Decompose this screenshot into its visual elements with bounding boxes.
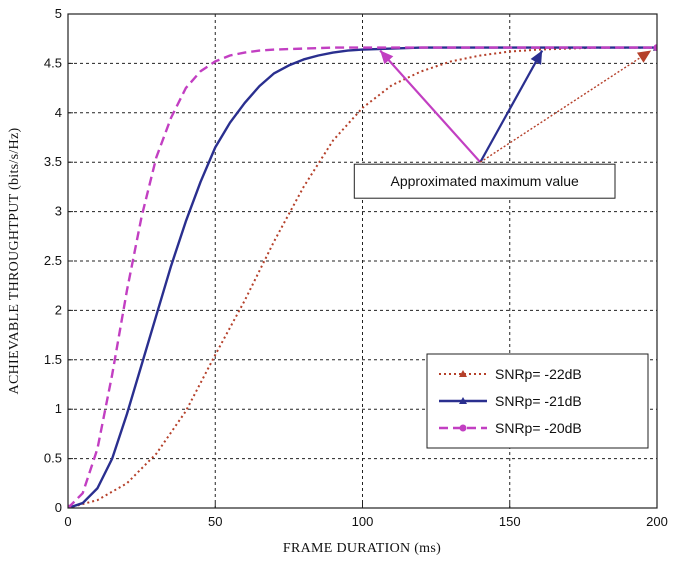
y-tick-label: 2.5 (44, 253, 62, 268)
legend-entry: SNRp= -21dB (439, 393, 582, 409)
annotation-arrow-head (380, 50, 394, 65)
y-tick-label: 2 (55, 302, 62, 317)
legend-marker (459, 397, 467, 404)
y-tick-label: 4.5 (44, 55, 62, 70)
x-axis-ticks: 0 50 100 150 200 (64, 503, 668, 529)
annotation-arrow-head (530, 50, 543, 65)
series-marker (653, 44, 657, 52)
legend-entry: SNRp= -22dB (439, 366, 582, 382)
series-marker (68, 504, 72, 508)
x-tick-label: 0 (64, 514, 71, 529)
grid-lines (68, 14, 657, 508)
annotation-arrow-line (479, 50, 544, 163)
y-tick-label: 5 (55, 6, 62, 21)
series-line (68, 46, 657, 508)
y-tick-label: 4 (55, 105, 62, 120)
annotation-arrow (479, 49, 652, 163)
annotation-arrow (479, 50, 544, 163)
annotation-arrow-line (379, 49, 482, 163)
y-tick-label: 1.5 (44, 352, 62, 367)
y-axis-ticks: 0 0.5 1 1.5 2 2.5 3 3.5 4 4.5 5 (44, 6, 73, 515)
legend-marker (459, 424, 467, 432)
y-tick-label: 0.5 (44, 451, 62, 466)
x-tick-label: 200 (646, 514, 668, 529)
legend-entry: SNRp= -20dB (439, 420, 582, 436)
series-line (68, 46, 657, 508)
legend-label: SNRp= -22dB (495, 366, 582, 382)
x-tick-label: 100 (352, 514, 374, 529)
legend-marker (459, 370, 467, 377)
y-tick-label: 1 (55, 401, 62, 416)
annotation-layer: Approximated maximum value (353, 49, 652, 199)
annotation-box (353, 163, 616, 199)
x-tick-label: 150 (499, 514, 521, 529)
legend-label: SNRp= -21dB (495, 393, 582, 409)
y-axis-title: ACHIEVABLE THROUGHTPUT (bits/s/Hz) (7, 128, 22, 395)
series-3 (68, 44, 657, 508)
annotation-arrow (379, 49, 482, 163)
annotation-arrow-head (636, 50, 652, 63)
legend-label: SNRp= -20dB (495, 420, 582, 436)
annotation-text: Approximated maximum value (391, 173, 580, 189)
legend: SNRp= -22dB SNRp= -21dB SNRp= -20dB (426, 353, 649, 449)
x-tick-label: 50 (208, 514, 222, 529)
x-axis-title: FRAME DURATION (ms) (283, 541, 441, 556)
y-tick-label: 3.5 (44, 154, 62, 169)
y-tick-label: 3 (55, 204, 62, 219)
y-tick-label: 0 (55, 500, 62, 515)
